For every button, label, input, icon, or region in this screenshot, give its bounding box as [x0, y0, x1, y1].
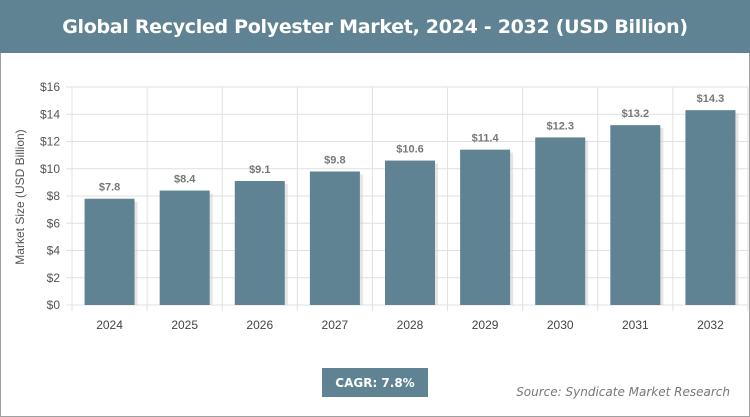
bar	[460, 149, 511, 305]
y-tick-label: $14	[40, 107, 60, 121]
x-tick-label: 2026	[246, 318, 273, 332]
bar-chart: $0 $2 $4 $6 $8 $10 $12 $14 $16 $7.8 2024 $8.4 2025 $9…	[40, 80, 749, 332]
x-tick-label: 2032	[697, 318, 724, 332]
chart-title: Global Recycled Polyester Market, 2024 -…	[0, 0, 750, 53]
source-note: Source: Syndicate Market Research	[516, 385, 730, 399]
data-label: $14.3	[697, 93, 725, 105]
y-axis-label: Market Size (USD Billion)	[13, 129, 27, 265]
data-label: $10.6	[396, 144, 424, 156]
bar	[159, 190, 210, 305]
bar	[234, 181, 285, 305]
x-tick-label: 2031	[622, 318, 649, 332]
bar	[535, 137, 586, 305]
x-tick-label: 2027	[322, 318, 349, 332]
x-tick-label: 2030	[547, 318, 574, 332]
data-label: $12.3	[546, 120, 574, 132]
x-tick-label: 2024	[96, 318, 123, 332]
y-tick-label: $16	[40, 80, 60, 94]
y-tick-label: $8	[47, 189, 61, 203]
y-tick-label: $2	[47, 271, 61, 285]
y-tick-label: $10	[40, 162, 60, 176]
y-tick-label: $4	[47, 244, 61, 258]
y-tick-label: $0	[47, 298, 61, 312]
x-tick-label: 2028	[397, 318, 424, 332]
cagr-badge: CAGR: 7.8%	[322, 368, 428, 397]
y-tick-label: $12	[40, 135, 60, 149]
bar	[610, 125, 661, 306]
y-tick-label: $6	[47, 216, 61, 230]
data-label: $7.8	[99, 182, 120, 194]
data-label: $8.4	[174, 174, 196, 186]
bar	[309, 171, 360, 305]
data-label: $9.8	[324, 154, 345, 166]
data-label: $13.2	[622, 108, 650, 120]
bar	[685, 110, 736, 305]
bar	[385, 160, 435, 305]
data-label: $9.1	[249, 164, 270, 176]
data-label: $11.4	[472, 133, 500, 145]
bar	[84, 198, 135, 305]
x-tick-label: 2025	[171, 318, 198, 332]
x-tick-label: 2029	[472, 318, 499, 332]
